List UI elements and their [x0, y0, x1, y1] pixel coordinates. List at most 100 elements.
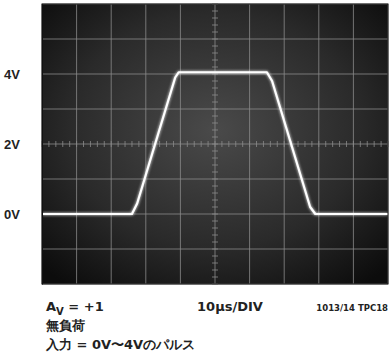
graticule-minor	[201, 141, 202, 147]
graticule-minor	[212, 263, 218, 264]
grid-line-y	[42, 179, 388, 180]
graticule-minor	[311, 141, 312, 147]
tick-label: 4V	[4, 67, 20, 82]
graticule-minor	[212, 46, 218, 47]
graticule-minor	[212, 137, 218, 138]
graticule-minor	[173, 141, 174, 147]
plot	[42, 4, 388, 284]
graticule-minor	[62, 141, 63, 147]
annotation: 入力 = 0V〜4Vのパルス	[45, 337, 195, 352]
grid-line-y	[42, 144, 388, 145]
trace	[42, 72, 388, 214]
annotation: 1013/14 TPC18	[316, 303, 388, 313]
graticule-minor	[131, 141, 132, 147]
marks	[42, 72, 388, 214]
frame	[42, 4, 388, 284]
graticule-minor	[212, 32, 218, 33]
graticule-minor	[212, 102, 218, 103]
graticule-minor	[97, 141, 98, 147]
graticule-minor	[212, 60, 218, 61]
graticule-minor	[263, 141, 264, 147]
grid-line-x	[111, 4, 112, 284]
graticule-minor	[284, 141, 285, 147]
graticule-minor	[304, 141, 305, 147]
graticule-minor	[212, 53, 218, 54]
graticule-minor	[138, 141, 139, 147]
graticule-minor	[212, 151, 218, 152]
graticule-minor	[339, 141, 340, 147]
chart: 0V 2V 4V AV = +1 10μs/DIV 1013/14 TPC18 無負荷入力 …	[0, 0, 392, 358]
graticule-minor	[235, 141, 236, 147]
grid-line-y	[42, 39, 388, 40]
y-axis: 0V 2V 4V	[4, 5, 43, 285]
graticule-minor	[212, 179, 218, 180]
graticule-minor	[159, 141, 160, 147]
graticule-minor	[367, 141, 368, 147]
graticule-minor	[381, 141, 382, 147]
graticule-minor	[212, 109, 218, 110]
tick: 2V	[4, 137, 42, 152]
graticule-minor	[318, 141, 319, 147]
graticule-minor	[212, 270, 218, 271]
graticule-minor	[212, 123, 218, 124]
graticule-minor	[212, 172, 218, 173]
graticule-minor	[69, 141, 70, 147]
graticule-minor	[212, 39, 218, 40]
grid-line-x	[353, 4, 354, 284]
graticule-minor	[212, 249, 218, 250]
tick: 4V	[4, 67, 42, 82]
screen	[42, 4, 388, 284]
tick-label: 0V	[4, 207, 20, 222]
graticule-minor	[55, 141, 56, 147]
graticule-minor	[212, 256, 218, 257]
graticule-minor	[212, 81, 218, 82]
graticule-minor	[212, 221, 218, 222]
graticule-minor	[212, 67, 218, 68]
graticule-minor	[212, 228, 218, 229]
graticule-minor	[212, 242, 218, 243]
graticule-minor	[249, 141, 250, 147]
graticule-minor	[187, 141, 188, 147]
graticule-minor	[212, 88, 218, 89]
annotation: AV = +1	[46, 299, 104, 317]
graticule-minor	[145, 141, 146, 147]
graticule-minor	[212, 144, 218, 145]
graticule-minor	[212, 11, 218, 12]
graticule-minor	[270, 141, 271, 147]
graticule-minor	[90, 141, 91, 147]
annotation: 無負荷	[45, 318, 85, 333]
grid-line-y	[42, 249, 388, 250]
graticule-minor	[212, 130, 218, 131]
graticule-minor	[353, 141, 354, 147]
grid-line-x	[180, 4, 181, 284]
grid-line-y	[42, 109, 388, 110]
graticule-minor	[212, 95, 218, 96]
tick: 0V	[4, 207, 42, 222]
graticule-minor	[76, 141, 77, 147]
graticule-minor	[221, 141, 222, 147]
grid-line-x	[249, 4, 250, 284]
graticule-minor	[212, 165, 218, 166]
annotation: 10μs/DIV	[197, 299, 263, 314]
graticule-minor	[256, 141, 257, 147]
graticule-minor	[212, 25, 218, 26]
graticule-minor	[212, 277, 218, 278]
graticule-minor	[332, 141, 333, 147]
graticule-minor	[212, 193, 218, 194]
graticule-minor	[277, 141, 278, 147]
tick-label: 2V	[4, 137, 20, 152]
graticule-minor	[212, 74, 218, 75]
graticule-minor	[212, 116, 218, 117]
graticule-minor	[228, 141, 229, 147]
graticule-minor	[212, 200, 218, 201]
graticule-minor	[346, 141, 347, 147]
grid-line-x	[284, 4, 285, 284]
graticule-minor	[212, 186, 218, 187]
graticule-minor	[118, 141, 119, 147]
axis-line	[42, 5, 43, 285]
graticule-minor	[212, 214, 218, 215]
graticule-minor	[83, 141, 84, 147]
graticule-minor	[111, 141, 112, 147]
graticule-minor	[125, 141, 126, 147]
graticule-minor	[48, 141, 49, 147]
